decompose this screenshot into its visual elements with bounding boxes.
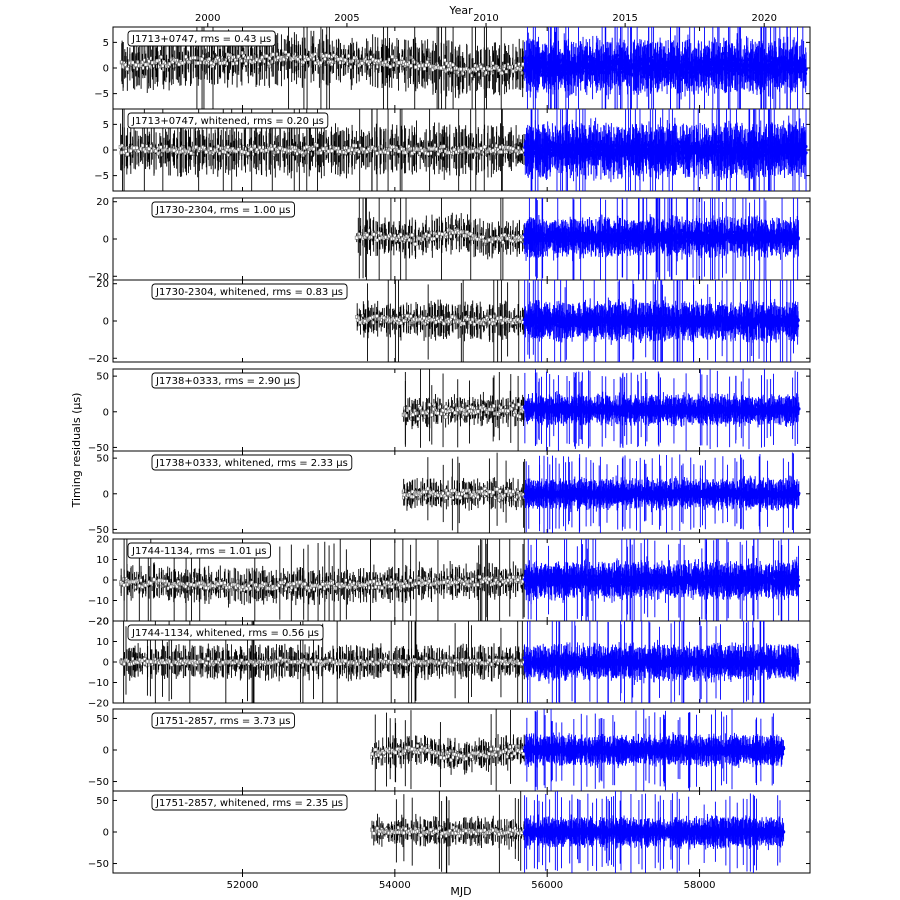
- data-point: [324, 57, 327, 60]
- x-axis-label: MJD: [450, 885, 471, 898]
- data-point: [202, 55, 205, 58]
- panel-label: J1713+0747, rms = 0.43 μs: [131, 34, 271, 45]
- data-point: [442, 65, 445, 68]
- data-point: [451, 63, 454, 66]
- data-point: [126, 153, 129, 156]
- data-point: [135, 146, 138, 149]
- data-point: [210, 147, 213, 150]
- data-point: [386, 151, 389, 154]
- y-tick-label: 0: [103, 146, 109, 157]
- data-point: [131, 61, 134, 64]
- y-tick-label: 5: [103, 38, 109, 49]
- plot-layer: −505 J1713+0747, rms = 0.43 μs−505 J1713+0…: [88, 13, 810, 891]
- data-point: [459, 68, 462, 71]
- data-point: [360, 62, 363, 65]
- data-point: [397, 150, 400, 153]
- data-point: [347, 54, 350, 57]
- data-point: [194, 56, 197, 59]
- data-point: [409, 64, 412, 67]
- data-point: [276, 53, 279, 56]
- data-point: [423, 67, 426, 70]
- data-point: [245, 62, 248, 65]
- data-point: [141, 144, 144, 147]
- panel-J1713+0747-0: −5 0 5 J1713+0747, rms = 0.43 μs: [94, 27, 810, 109]
- data-point: [350, 148, 353, 151]
- data-point: [322, 147, 325, 150]
- data-point: [804, 68, 807, 71]
- data-point: [375, 152, 378, 155]
- data-point: [299, 55, 302, 58]
- data-point: [479, 147, 482, 150]
- y-tick-label: 5: [103, 120, 109, 131]
- data-point: [184, 55, 187, 58]
- top-axis-label: Year: [448, 4, 473, 17]
- y-tick-label: −5: [94, 171, 109, 182]
- data-point: [312, 148, 315, 151]
- y-tick-label: 0: [103, 64, 109, 75]
- data-point: [246, 152, 249, 155]
- data-point: [391, 55, 394, 58]
- data-point: [126, 67, 129, 70]
- data-point: [156, 65, 159, 68]
- data-point: [480, 65, 483, 68]
- panel-J1713+0747-1: −505 J1713+0747, whitened, rms = 0.20 μs: [94, 109, 810, 191]
- data-point: [265, 55, 268, 58]
- data-point: [272, 53, 275, 56]
- data-point: [159, 146, 162, 149]
- data-point: [511, 65, 514, 68]
- data-point: [129, 149, 132, 152]
- y-tick-label: −5: [94, 89, 109, 100]
- y-axis-label: Timing residuals (μs): [70, 393, 83, 509]
